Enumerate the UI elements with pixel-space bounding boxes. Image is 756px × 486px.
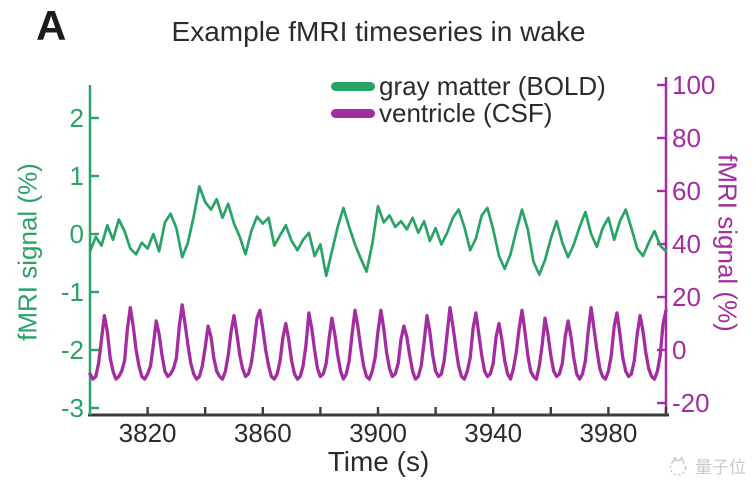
csf-line-swatch-icon	[331, 109, 375, 118]
bold-line-swatch-icon	[331, 82, 375, 91]
right-tick-label: 80	[672, 123, 701, 153]
left-tick-label: 1	[69, 161, 84, 191]
panel-letter: A	[36, 2, 67, 49]
watermark: 量子位	[666, 453, 746, 478]
left-tick-label: 0	[69, 219, 84, 249]
right-tick-label: -20	[672, 388, 710, 418]
watermark-text: 量子位	[695, 458, 746, 477]
x-tick-label: 3940	[464, 418, 523, 448]
qbitai-cat-logo-icon	[669, 456, 687, 476]
right-tick-label: 0	[672, 335, 687, 365]
left-tick-label: -3	[60, 393, 84, 423]
left-axis-title: fMRI signal (%)	[12, 163, 43, 341]
left-tick-label: -2	[60, 335, 84, 365]
right-tick-label: 20	[672, 282, 701, 312]
left-tick-label: -1	[60, 277, 84, 307]
x-tick-label: 3820	[118, 418, 177, 448]
legend-item-gray-matter: gray matter (BOLD)	[331, 71, 606, 101]
legend-item-ventricle: ventricle (CSF)	[331, 98, 606, 128]
chart-title: Example fMRI timeseries in wake	[171, 16, 586, 47]
x-tick-label: 3900	[349, 418, 407, 448]
right-tick-label: 40	[672, 229, 701, 259]
right-tick-label: 100	[672, 70, 716, 100]
csf-trace	[88, 303, 668, 381]
legend-label-gray-matter: gray matter (BOLD)	[379, 71, 606, 101]
legend: gray matter (BOLD) ventricle (CSF)	[331, 71, 606, 128]
legend-label-ventricle: ventricle (CSF)	[379, 98, 553, 128]
bold-trace	[88, 185, 668, 278]
left-tick-label: 2	[69, 103, 84, 133]
x-tick-label: 3860	[233, 418, 292, 448]
x-axis-title: Time (s)	[327, 446, 430, 477]
x-tick-label: 3980	[579, 418, 638, 448]
right-tick-label: 60	[672, 176, 701, 206]
